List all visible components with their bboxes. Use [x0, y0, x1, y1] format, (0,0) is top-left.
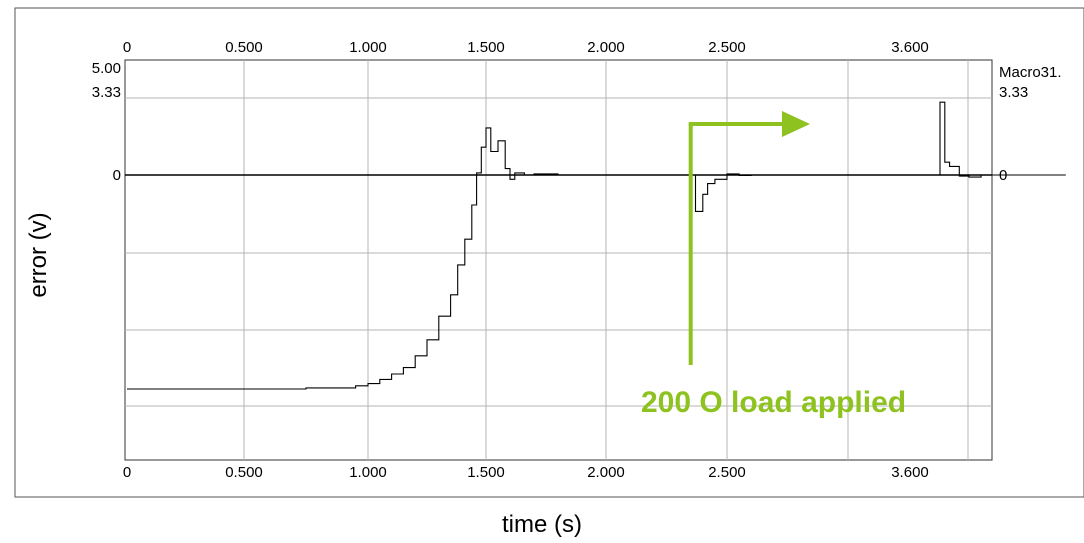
x-tick-label-bottom: 1.000 — [349, 464, 387, 481]
x-axis-title: time (s) — [502, 511, 582, 538]
y-tick-label-left: 0 — [113, 167, 121, 184]
outer-frame — [14, 7, 1084, 498]
x-tick-label-top: 1.500 — [467, 39, 505, 56]
x-tick-label-top: 3.600 — [891, 39, 929, 56]
right-axis-label: Macro31. — [999, 64, 1062, 81]
x-tick-label-bottom: 3.600 — [891, 464, 929, 481]
left-tick-labels: 5.00 3.33 0 — [92, 60, 121, 184]
series-layer — [127, 101, 1066, 390]
top-tick-labels: 0 0.500 1.000 1.500 2.000 2.500 3.600 — [123, 39, 929, 56]
x-tick-label-top: 1.000 — [349, 39, 387, 56]
grid-lines — [125, 60, 992, 460]
y-tick-label-right: 3.33 — [999, 84, 1028, 101]
x-tick-label-top: 2.000 — [587, 39, 625, 56]
x-tick-label-bottom: 1.500 — [467, 464, 505, 481]
plot-area-border — [124, 59, 993, 461]
x-tick-label-top: 0 — [123, 39, 131, 56]
x-tick-label-top: 0.500 — [225, 39, 263, 56]
x-tick-label-top: 2.500 — [708, 39, 746, 56]
y-tick-label-left: 5.00 — [92, 60, 121, 77]
x-tick-label-bottom: 2.500 — [708, 464, 746, 481]
right-tick-labels: 3.330 — [999, 84, 1028, 184]
y-axis-title: error (v) — [25, 212, 52, 297]
annotation-layer: 200 O load applied — [641, 111, 906, 419]
x-tick-label-bottom: 0 — [123, 464, 131, 481]
x-tick-label-bottom: 0.500 — [225, 464, 263, 481]
x-tick-label-bottom: 2.000 — [587, 464, 625, 481]
bottom-tick-labels: 0 0.500 1.000 1.500 2.000 2.500 3.600 — [123, 464, 929, 481]
series-line-0 — [127, 101, 1066, 390]
y-tick-label-left: 3.33 — [92, 84, 121, 101]
annotation-label-0: 200 O load applied — [641, 386, 906, 419]
annotation-arrow-head — [782, 111, 810, 137]
